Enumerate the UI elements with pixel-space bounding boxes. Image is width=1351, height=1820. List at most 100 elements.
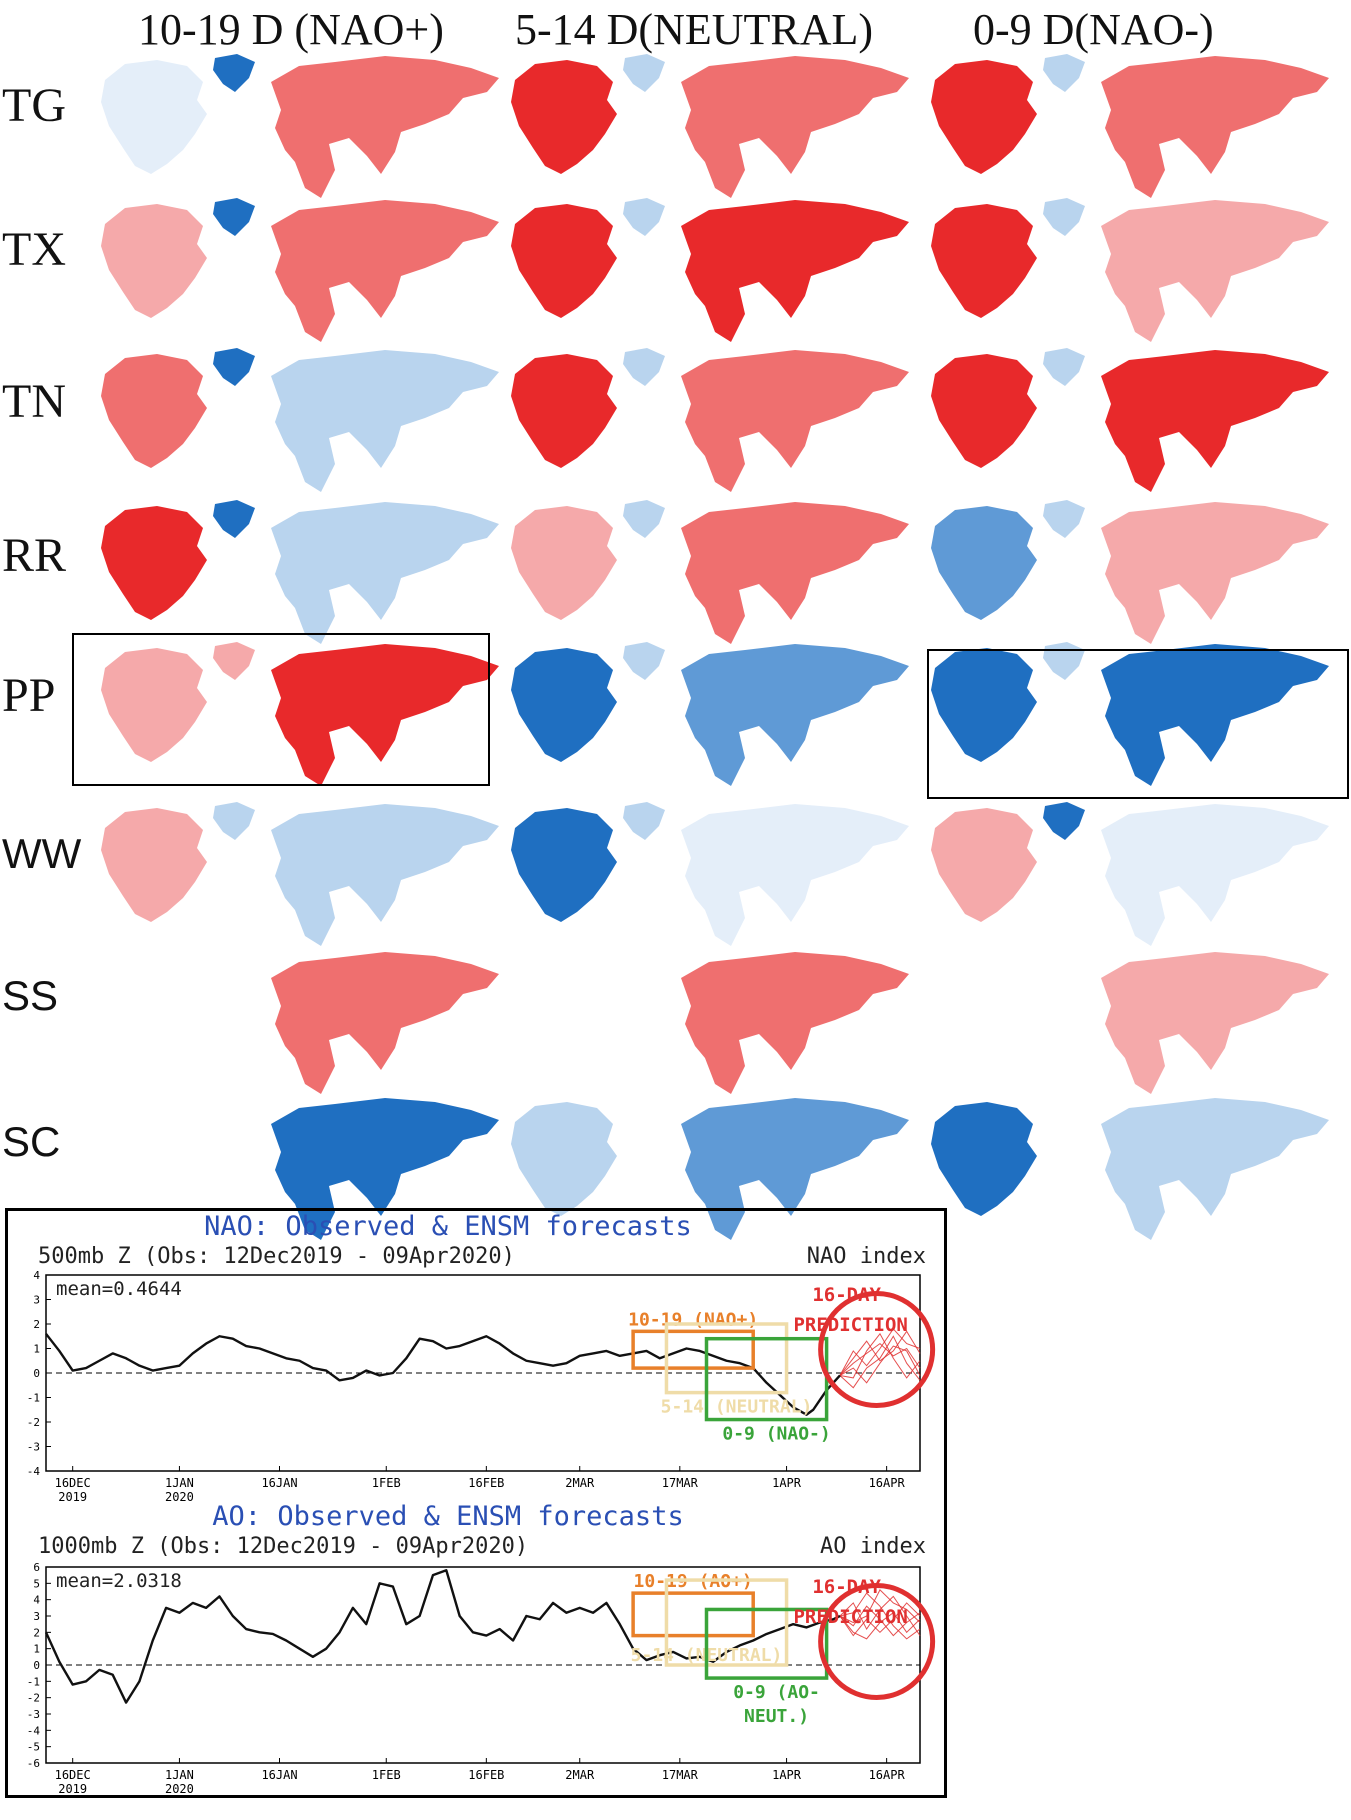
x-tick-label: 17MAR <box>662 1476 699 1490</box>
map-tg-col0 <box>101 54 499 198</box>
window-box-1 <box>664 1322 789 1395</box>
map-tx-col0 <box>101 198 499 342</box>
x-tick-label: 16FEB <box>468 1768 504 1782</box>
map-region-greenland <box>623 198 665 236</box>
map-region-greenland <box>1043 198 1085 236</box>
row-label-tn: TN <box>2 375 66 428</box>
y-tick-label: 4 <box>33 1269 40 1282</box>
map-region-north-america <box>511 354 617 468</box>
map-region-eurasia <box>1101 644 1329 786</box>
map-region-eurasia <box>1101 952 1329 1094</box>
map-region-north-america <box>931 808 1037 922</box>
map-region-eurasia <box>681 200 909 342</box>
forecast-member-line <box>839 1345 921 1384</box>
map-ww-col0 <box>101 802 499 946</box>
map-region-north-america <box>931 354 1037 468</box>
prediction-label: 16-DAY <box>812 1284 881 1306</box>
map-region-greenland <box>213 348 255 386</box>
y-tick-label: 4 <box>33 1594 40 1607</box>
y-tick-label: 3 <box>33 1294 40 1307</box>
y-tick-label: 1 <box>33 1643 40 1656</box>
y-tick-label: 2 <box>33 1626 40 1639</box>
x-tick-label: 1JAN <box>165 1768 194 1782</box>
map-region-greenland <box>623 348 665 386</box>
map-tx-col1 <box>511 198 909 342</box>
prediction-circle <box>818 1290 936 1408</box>
map-region-greenland <box>623 54 665 92</box>
x-tick-label: 17MAR <box>662 1768 699 1782</box>
map-ss-col1 <box>681 952 909 1094</box>
row-label-pp: PP <box>2 669 56 722</box>
y-tick-label: 2 <box>33 1318 40 1331</box>
row-label-ss: SS <box>2 972 59 1019</box>
row-label-rr: RR <box>2 529 67 582</box>
map-region-eurasia <box>271 804 499 946</box>
map-region-greenland <box>1043 348 1085 386</box>
map-region-eurasia <box>1101 1098 1329 1240</box>
forecast-member-line <box>839 1330 921 1376</box>
map-region-north-america <box>511 60 617 174</box>
window-box-2 <box>704 1607 829 1680</box>
map-region-north-america <box>101 506 207 620</box>
index-label: AO index <box>820 1534 926 1559</box>
map-region-greenland <box>213 500 255 538</box>
window-box-label: NEUT.) <box>744 1706 809 1727</box>
map-tg-col1 <box>511 54 909 198</box>
map-region-eurasia <box>271 952 499 1094</box>
y-tick-label: 0 <box>33 1367 40 1380</box>
row-label-ww: WW <box>2 830 82 877</box>
x-tick-label: 16DEC <box>55 1476 91 1490</box>
chart-subtitle: 1000mb Z (Obs: 12Dec2019 - 09Apr2020) <box>38 1534 528 1559</box>
y-tick-label: -4 <box>27 1465 41 1478</box>
map-ss-col2 <box>1101 952 1329 1094</box>
map-sc-col1 <box>511 1098 909 1240</box>
y-tick-label: 1 <box>33 1343 40 1356</box>
index-label: NAO index <box>807 1244 926 1269</box>
prediction-label: PREDICTION <box>793 1314 907 1336</box>
map-region-eurasia <box>681 1098 909 1240</box>
x-tick-label: 2MAR <box>565 1476 595 1490</box>
map-rr-col0 <box>101 500 499 644</box>
window-box-label: 10-19 (NAO+) <box>628 1309 758 1330</box>
forecast-member-line <box>839 1342 921 1376</box>
x-tick-label-year: 2020 <box>165 1782 194 1795</box>
map-region-greenland <box>623 802 665 840</box>
map-region-north-america <box>511 648 617 762</box>
forecast-member-line <box>839 1328 921 1376</box>
map-region-eurasia <box>271 1098 499 1240</box>
map-tn-col0 <box>101 348 499 492</box>
map-region-eurasia <box>1101 200 1329 342</box>
map-region-north-america <box>931 60 1037 174</box>
map-region-eurasia <box>271 350 499 492</box>
map-ww-col1 <box>511 802 909 946</box>
map-region-north-america <box>931 204 1037 318</box>
map-region-north-america <box>101 204 207 318</box>
window-box-label: 0-9 (AO- <box>733 1682 820 1703</box>
map-region-north-america <box>101 648 207 762</box>
prediction-label: 16-DAY <box>812 1576 881 1598</box>
map-region-north-america <box>511 506 617 620</box>
map-region-greenland <box>213 802 255 840</box>
x-tick-label: 1FEB <box>372 1768 401 1782</box>
map-tn-col1 <box>511 348 909 492</box>
map-region-eurasia <box>271 56 499 198</box>
forecast-member-line <box>839 1602 921 1637</box>
x-tick-label: 1JAN <box>165 1476 194 1490</box>
map-region-eurasia <box>271 502 499 644</box>
map-region-eurasia <box>681 56 909 198</box>
x-tick-label: 16JAN <box>261 1476 297 1490</box>
map-region-north-america <box>931 506 1037 620</box>
map-region-eurasia <box>271 644 499 786</box>
window-box-1 <box>664 1578 789 1667</box>
map-region-north-america <box>511 808 617 922</box>
mean-label: mean=0.4644 <box>56 1278 182 1300</box>
highlight-box-pp-nao-plus <box>72 633 490 786</box>
map-sc-col0 <box>271 1098 499 1240</box>
map-region-eurasia <box>681 350 909 492</box>
row-label-tg: TG <box>2 79 66 132</box>
map-region-eurasia <box>681 502 909 644</box>
forecast-member-line <box>839 1612 921 1640</box>
map-ss-col0 <box>271 952 499 1094</box>
